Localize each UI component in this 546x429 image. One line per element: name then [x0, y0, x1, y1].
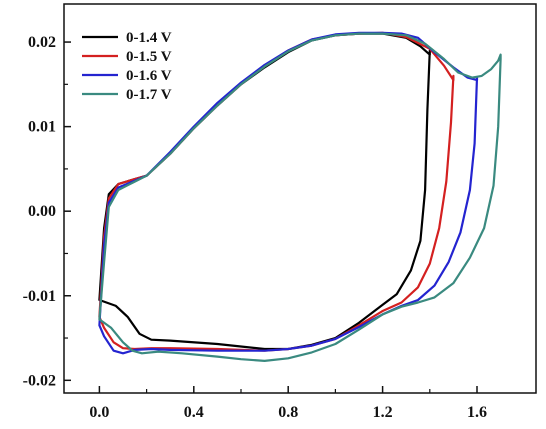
- x-tick-label: 0.8: [278, 404, 298, 421]
- y-tick-label: 0.00: [28, 203, 56, 220]
- x-tick-label: 1.2: [373, 404, 393, 421]
- x-tick-label: 0.4: [184, 404, 204, 421]
- legend-label: 0-1.5 V: [126, 49, 172, 65]
- legend: 0-1.4 V 0-1.5 V 0-1.6 V 0-1.7 V: [82, 30, 172, 103]
- series-line-3: [98, 31, 479, 355]
- axes-ticks: 0.0 0.4 0.8 1.2 1.6 0.02 0.01 0.00 -0.01 -0.02: [23, 34, 487, 421]
- y-tick-label: 0.02: [28, 34, 56, 51]
- series-line-4: [98, 32, 502, 362]
- series-layer: [98, 31, 502, 362]
- y-tick-label: -0.02: [23, 372, 56, 389]
- x-tick-label: 1.6: [467, 404, 487, 421]
- y-tick-label: 0.01: [28, 119, 56, 136]
- legend-label: 0-1.6 V: [126, 68, 172, 84]
- legend-label: 0-1.7 V: [126, 87, 172, 103]
- x-tick-label: 0.0: [89, 404, 109, 421]
- plot-frame: [63, 3, 537, 394]
- y-tick-label: -0.01: [23, 288, 56, 305]
- legend-label: 0-1.4 V: [126, 30, 172, 46]
